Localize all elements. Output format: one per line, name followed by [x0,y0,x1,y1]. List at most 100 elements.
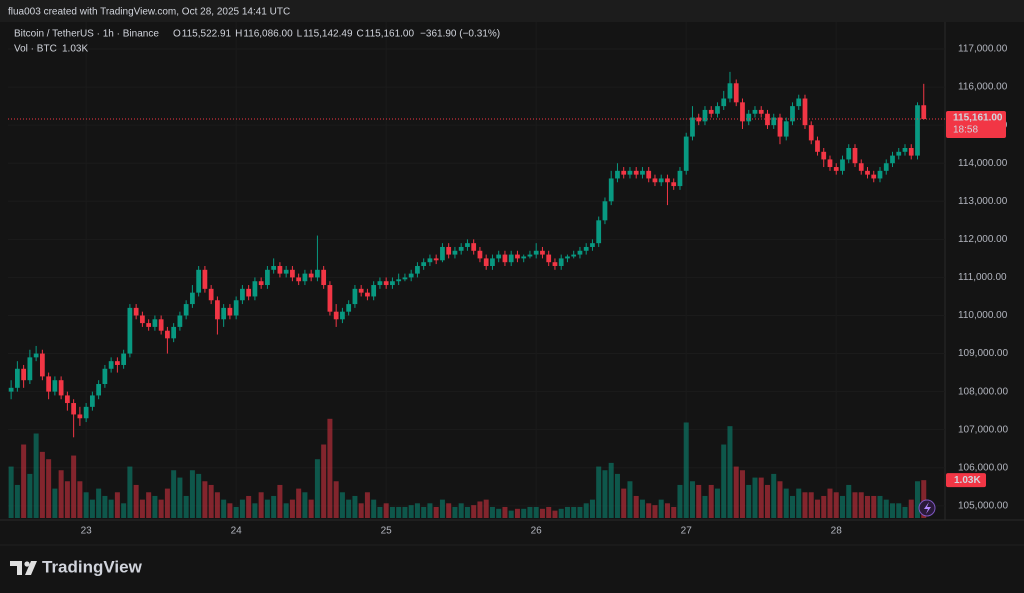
legend-value: 115,522.91 [182,29,232,40]
candle-body [790,106,795,122]
volume-bar [108,499,114,518]
candle-body [40,353,45,377]
volume-bar [14,484,20,518]
legend-key: L [297,29,303,40]
candle-body [796,98,802,107]
volume-bar [58,470,64,518]
y-tick-label: 114,000.00 [958,158,1008,169]
volume-bar [808,492,814,518]
volume-bar [858,492,864,518]
candle-body [233,300,239,316]
candle-body [158,319,164,331]
volume-bar [921,480,927,518]
candle-body [758,109,764,114]
candle-body [196,269,202,293]
candle-body [390,281,395,286]
candle-body [521,256,527,259]
volume-bar [777,481,783,518]
candle-body [777,117,783,137]
volume-bar [664,503,670,518]
volume-bar [21,444,27,518]
candle-body [190,292,195,305]
candle-body [65,395,70,404]
candle-body [221,307,227,320]
candle-body [483,258,489,267]
volume-bar [408,505,414,518]
volume-bar [539,508,545,518]
candle-body [827,159,833,168]
candle-body [721,98,727,107]
candle-body [208,288,214,301]
candle-body [896,151,902,156]
volume-bar [314,459,320,518]
volume-bar [421,506,427,518]
candle-body [677,170,683,187]
candle-body [427,258,433,263]
price-badge-label: 115,161.00 [953,113,1003,124]
candle-body [802,98,808,126]
candle-body [177,315,183,327]
volume-bar [89,499,95,518]
candle-body [515,254,520,259]
candle-body [377,281,383,286]
candle-body [327,285,333,312]
candle-body [77,414,83,419]
volume-bar [821,495,827,518]
candle-body [102,368,108,385]
candle-body [340,311,345,320]
volume-bar [839,495,845,518]
volume-bar [571,506,577,518]
candle-body [83,406,89,419]
volume-bar [64,481,70,518]
logo-part [10,561,22,575]
volume-bar [814,499,820,518]
candle-body [446,246,452,255]
candle-body [165,330,170,339]
volume-bar [458,503,464,518]
y-tick-label: 117,000.00 [958,44,1008,55]
volume-bar [746,484,752,518]
candle-body [471,243,477,251]
volume-bar [258,492,264,518]
candle-body [58,380,64,396]
volume-bar [521,508,527,518]
candle-body [402,277,408,280]
volume-bar [446,503,452,518]
volume-bar [233,506,239,518]
volume-bar [871,495,877,518]
y-tick-label: 111,000.00 [958,272,1007,283]
candle-body [833,167,839,171]
candle-body [290,269,295,278]
volume-title: Vol · BTC [14,44,57,55]
volume-bar [271,495,277,518]
candle-body [258,281,264,286]
y-tick-label: 113,000.00 [958,196,1008,207]
volume-bar [527,506,533,518]
candle-body [683,136,689,171]
volume-bar [177,477,183,518]
candle-body [133,307,139,316]
volume-bar [358,503,364,518]
volume-bar [614,473,620,518]
candle-body [571,254,577,257]
volume-bar [39,451,45,518]
volume-bar [846,484,852,518]
candle-body [840,159,845,171]
candle-body [15,368,20,388]
price-badge [946,111,1006,139]
candle-body [296,277,302,282]
y-tick-label: 116,000.00 [958,82,1008,93]
volume-bar [296,488,302,518]
candle-body [333,311,339,320]
volume-bar [208,484,214,518]
volume-bar [514,508,520,518]
candle-body [502,254,508,263]
candle-body [877,170,883,179]
candle-body [452,250,458,255]
volume-bar [371,499,377,518]
legend-change: −361.90 (−0.31%) [420,29,500,40]
candle-body [821,151,827,160]
candle-body [277,266,283,274]
candle-body [371,285,377,297]
volume-bar [164,488,170,518]
